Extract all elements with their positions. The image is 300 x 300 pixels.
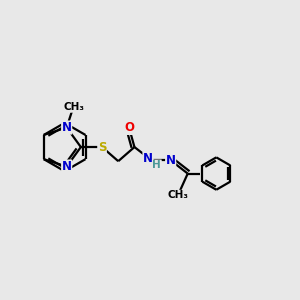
Text: O: O	[124, 122, 134, 134]
Text: CH₃: CH₃	[167, 190, 188, 200]
Text: N: N	[143, 152, 153, 165]
Text: CH₃: CH₃	[63, 102, 84, 112]
Text: H: H	[152, 160, 161, 170]
Text: N: N	[62, 160, 72, 173]
Text: N: N	[62, 121, 72, 134]
Text: N: N	[166, 154, 176, 167]
Text: S: S	[98, 141, 106, 154]
